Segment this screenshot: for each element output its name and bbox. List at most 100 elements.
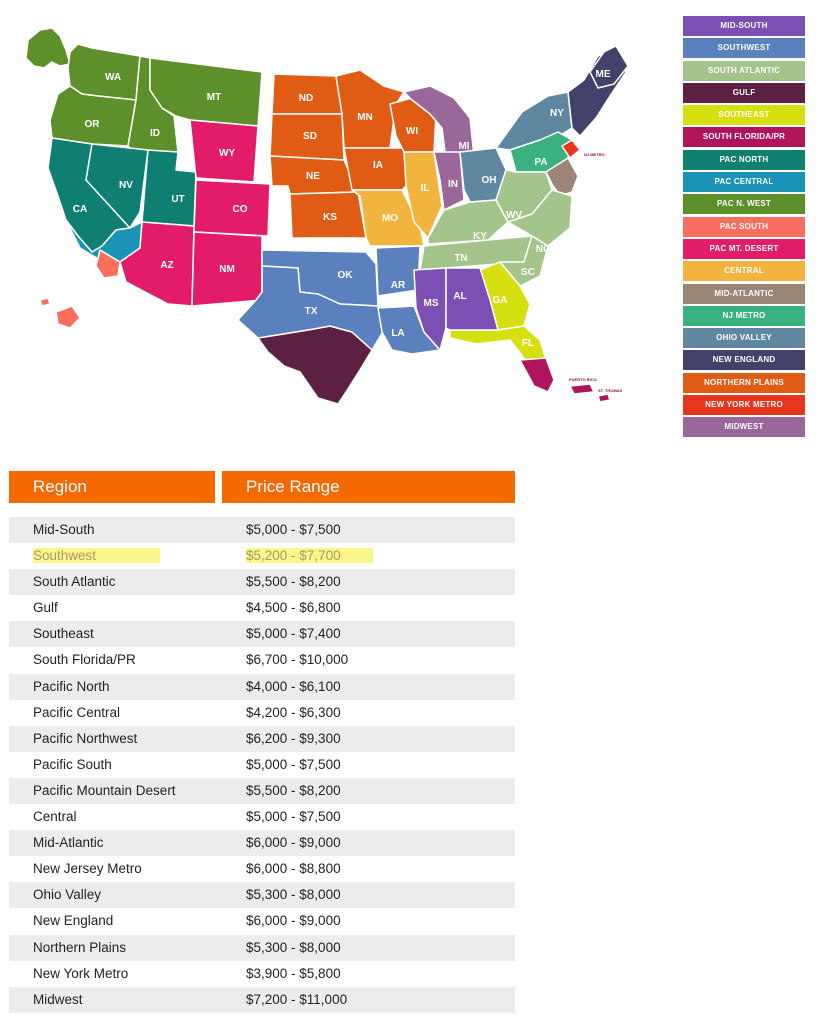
territory-pr xyxy=(569,383,595,395)
label-ne: NE xyxy=(306,171,320,182)
region-cell: Pacific Northwest xyxy=(33,730,138,746)
label-fl: FL xyxy=(522,338,534,349)
label-nc: NC xyxy=(536,244,550,255)
table-header: Region Price Range xyxy=(9,471,515,503)
territory-vi xyxy=(597,393,611,403)
region-cell: Pacific North xyxy=(33,678,110,694)
label-tx: TX xyxy=(305,306,318,317)
legend-item: NJ METRO xyxy=(683,305,805,326)
table-row: South Atlantic $5,500 - $8,200 xyxy=(9,569,515,596)
label-sd: SD xyxy=(303,131,317,142)
legend-item: SOUTHEAST xyxy=(683,105,805,126)
legend-item: SOUTH ATLANTIC xyxy=(683,60,805,81)
price-cell: $5,200 - $7,700 xyxy=(246,548,373,564)
label-ca: CA xyxy=(73,204,87,215)
label-ut: UT xyxy=(171,194,184,205)
region-cell: Ohio Valley xyxy=(33,887,102,903)
label-ky: KY xyxy=(473,231,487,242)
legend-item: NORTHERN PLAINS xyxy=(683,372,805,393)
state-in xyxy=(433,151,465,211)
legend-item: PAC N. WEST xyxy=(683,194,805,215)
label-nd: ND xyxy=(299,93,313,104)
label-mo: MO xyxy=(382,213,398,224)
label-al: AL xyxy=(453,291,466,302)
region-cell: South Atlantic xyxy=(33,574,116,590)
table-row: Gulf $4,500 - $6,800 xyxy=(9,595,515,621)
label-il: IL xyxy=(421,183,430,194)
label-wy: WY xyxy=(219,148,235,159)
state-ak xyxy=(25,27,71,69)
price-cell: $5,500 - $8,200 xyxy=(246,574,341,590)
table-row: Ohio Valley $5,300 - $8,000 xyxy=(9,882,515,909)
price-cell: $5,300 - $8,000 xyxy=(246,939,341,955)
price-cell: $4,200 - $6,300 xyxy=(246,704,341,720)
header-region: Region xyxy=(9,471,215,503)
price-cell: $5,000 - $7,400 xyxy=(246,626,341,642)
label-az: AZ xyxy=(160,260,173,271)
price-cell: $6,000 - $8,800 xyxy=(246,861,341,877)
legend-item: SOUTH FLORIDA/PR xyxy=(683,127,805,148)
label-ga: GA xyxy=(493,295,508,306)
label-oh: OH xyxy=(482,175,497,186)
label-ms: MS xyxy=(424,298,439,309)
label-wv: WV xyxy=(506,210,522,221)
legend-item: NEW ENGLAND xyxy=(683,350,805,371)
state-al xyxy=(445,267,499,331)
region-cell: South Florida/PR xyxy=(33,652,136,668)
region-cell: Mid-South xyxy=(33,522,95,537)
state-mt xyxy=(149,57,263,127)
label-puerto-rico: PUERTO RICO xyxy=(569,377,597,382)
region-cell: Gulf xyxy=(33,600,58,616)
table-row: Pacific South $5,000 - $7,500 xyxy=(9,752,515,778)
legend-item: PAC MT. DESERT xyxy=(683,238,805,259)
label-mi: MI xyxy=(458,141,469,152)
price-cell: $6,200 - $9,300 xyxy=(246,730,341,746)
price-cell: $5,300 - $8,000 xyxy=(246,887,341,903)
label-ks: KS xyxy=(323,212,337,223)
label-or: OR xyxy=(85,119,101,130)
label-wi: WI xyxy=(406,126,418,137)
label-nm: NM xyxy=(219,264,235,275)
region-cell: Pacific South xyxy=(33,756,112,772)
table-row: Central $5,000 - $7,500 xyxy=(9,804,515,830)
label-sc: SC xyxy=(521,267,535,278)
header-price-range: Price Range xyxy=(222,471,515,503)
label-in: IN xyxy=(448,179,458,190)
legend-item: GULF xyxy=(683,82,805,103)
region-south-florida xyxy=(519,357,555,393)
label-la: LA xyxy=(391,328,404,339)
state-co xyxy=(193,179,271,237)
table-row: Mid-South $5,000 - $7,500 xyxy=(9,517,515,544)
region-pac-central xyxy=(65,219,143,263)
region-cell: Midwest xyxy=(33,991,83,1007)
label-pa: PA xyxy=(534,157,547,168)
table-row: New York Metro $3,900 - $5,800 xyxy=(9,961,515,987)
label-ar: AR xyxy=(391,280,406,291)
us-region-map: WA OR CA NV ID MT UT WY CO AZ NM ND SD N… xyxy=(0,0,670,440)
region-cell: Central xyxy=(33,809,77,825)
region-mid-atlantic xyxy=(545,157,579,197)
label-wa: WA xyxy=(105,72,121,83)
legend-item: NEW YORK METRO xyxy=(683,395,805,416)
region-cell: Pacific Central xyxy=(33,704,121,720)
region-cell: Mid-Atlantic xyxy=(33,835,104,851)
label-ny: NY xyxy=(550,108,564,119)
region-cell: Northern Plains xyxy=(33,939,127,955)
legend-item: PAC SOUTH xyxy=(683,216,805,237)
state-ut xyxy=(141,149,197,227)
region-gulf xyxy=(257,325,373,405)
price-cell: $3,900 - $5,800 xyxy=(246,965,341,981)
price-cell: $5,500 - $8,200 xyxy=(246,782,341,798)
price-cell: $6,000 - $9,000 xyxy=(246,913,341,929)
state-la xyxy=(377,305,441,355)
price-cell: $6,000 - $9,000 xyxy=(246,835,341,851)
table-body: Mid-South $5,000 - $7,500 Southwest $5,200 … xyxy=(9,517,515,1013)
label-me: ME xyxy=(596,69,611,80)
state-hi xyxy=(55,305,81,329)
region-ny-metro xyxy=(561,139,581,159)
region-cell: New England xyxy=(33,913,114,929)
table-row: Pacific Northwest $6,200 - $9,300 xyxy=(9,725,515,752)
label-nv: NV xyxy=(119,180,133,191)
region-pac-south xyxy=(95,249,121,279)
state-me xyxy=(589,45,629,89)
